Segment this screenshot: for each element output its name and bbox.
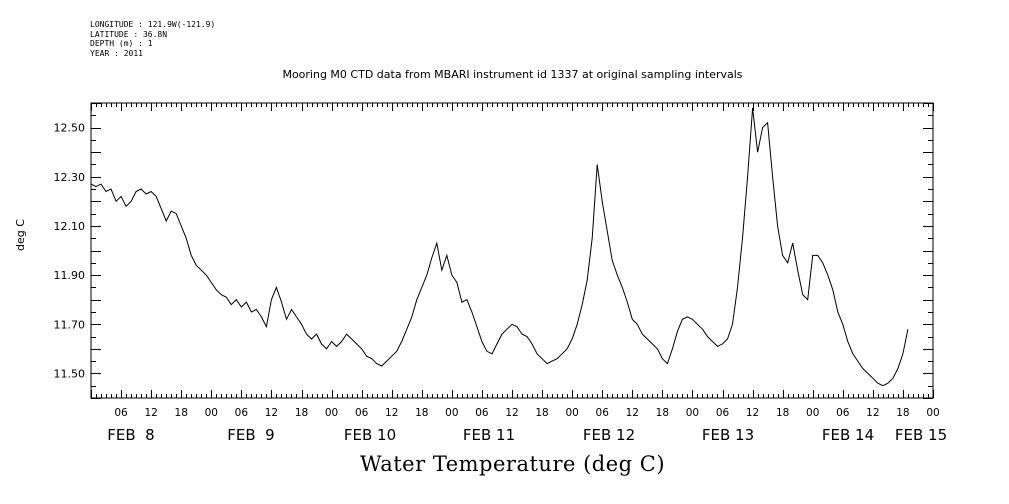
year-text: YEAR : 2011 xyxy=(90,48,143,58)
x-tick-label: 12 xyxy=(144,407,157,419)
x-tick-label: 06 xyxy=(114,407,128,419)
x-tick-label: 18 xyxy=(776,407,789,419)
latitude-text: LATITUDE : 36.8N xyxy=(90,29,168,39)
chart-title: Mooring M0 CTD data from MBARI instrumen… xyxy=(282,68,743,81)
x-tick-label: 00 xyxy=(445,407,458,419)
depth-text: DEPTH (m) : 1 xyxy=(90,39,153,48)
y-tick-label: 12.50 xyxy=(54,122,86,135)
y-tick-label: 11.50 xyxy=(54,367,86,380)
day-label: FEB 15 xyxy=(895,426,947,444)
day-label: FEB 14 xyxy=(822,426,874,444)
longitude-text: LONGITUDE : 121.9W(-121.9) xyxy=(90,20,216,29)
x-tick-label: 18 xyxy=(295,407,308,419)
x-tick-label: 18 xyxy=(415,407,428,419)
day-label: FEB 12 xyxy=(583,426,635,444)
x-tick-label: 12 xyxy=(265,407,278,419)
x-tick-label: 18 xyxy=(535,407,548,419)
axis-ticks xyxy=(91,103,934,399)
x-tick-label: 06 xyxy=(836,407,850,419)
x-tick-label: 00 xyxy=(686,407,699,419)
day-label: FEB 13 xyxy=(702,426,754,444)
y-axis-label: deg C xyxy=(14,219,27,251)
x-tick-label: 18 xyxy=(175,407,188,419)
x-tick-label: 00 xyxy=(926,407,939,419)
x-tick-label: 12 xyxy=(746,407,759,419)
y-tick-label: 12.10 xyxy=(54,220,86,233)
x-tick-label: 12 xyxy=(385,407,398,419)
x-tick-label: 06 xyxy=(596,407,610,419)
x-tick-label: 06 xyxy=(475,407,489,419)
x-tick-label: 06 xyxy=(716,407,730,419)
y-tick-label: 11.90 xyxy=(54,269,86,282)
day-label: FEB 8 xyxy=(107,426,154,444)
x-tick-label: 06 xyxy=(355,407,369,419)
x-tick-label: 12 xyxy=(505,407,518,419)
x-tick-label: 00 xyxy=(205,407,218,419)
x-tick-label: 12 xyxy=(626,407,639,419)
x-tick-label: 00 xyxy=(806,407,819,419)
day-labels: FEB 8 FEB 9 FEB 10 FEB 11 FEB 12 FEB 13 FEB 14… xyxy=(107,426,947,444)
day-label: FEB 11 xyxy=(463,426,515,444)
day-label: FEB 9 xyxy=(227,426,274,444)
x-tick-label: 12 xyxy=(866,407,879,419)
x-tick-label: 00 xyxy=(325,407,338,419)
y-tick-label: 11.70 xyxy=(54,318,86,331)
plot-frame xyxy=(90,102,934,399)
y-tick-label: 12.30 xyxy=(54,171,86,184)
x-tick-label: 18 xyxy=(896,407,909,419)
metadata-block: LONGITUDE : 121.9W(-121.9) LATITUDE : 36… xyxy=(90,20,215,58)
day-label: FEB 10 xyxy=(344,426,396,444)
x-tick-label: 00 xyxy=(565,407,578,419)
x-tick-labels: 06 12 18 00 06 12 18 00 06 12 18 00 06 12 18 00 06 12 18 00… xyxy=(114,407,939,419)
x-tick-label: 06 xyxy=(235,407,249,419)
series-line xyxy=(90,107,909,387)
y-tick-labels: 11.50 11.70 11.90 12.10 12.30 12.50 xyxy=(54,122,86,381)
x-tick-label: 18 xyxy=(656,407,669,419)
x-axis-title: Water Temperature (deg C) xyxy=(359,452,666,476)
